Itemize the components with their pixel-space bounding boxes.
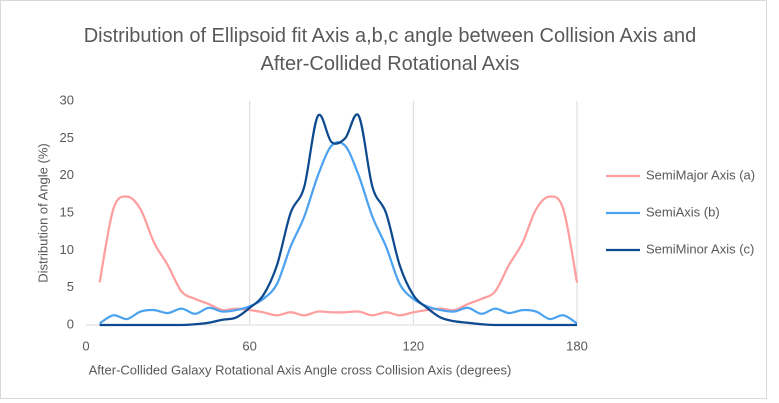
x-tick-label: 120 bbox=[402, 338, 424, 353]
y-axis-label: Distribution of Angle (%) bbox=[35, 143, 50, 282]
y-tick-label: 5 bbox=[67, 279, 74, 294]
series-line bbox=[99, 113, 577, 327]
series-line bbox=[98, 195, 579, 317]
y-tick-label: 25 bbox=[60, 130, 74, 145]
chart-border bbox=[0, 0, 767, 399]
y-tick-label: 10 bbox=[60, 242, 74, 257]
chart-title: Distribution of Ellipsoid fit Axis a,b,c… bbox=[83, 25, 697, 75]
legend-label: SemiMinor Axis (c) bbox=[646, 241, 754, 256]
x-axis-label: After-Collided Galaxy Rotational Axis An… bbox=[89, 362, 512, 377]
x-tick-label: 60 bbox=[242, 338, 256, 353]
x-tick-label: 180 bbox=[566, 338, 588, 353]
y-tick-label: 0 bbox=[67, 316, 74, 331]
y-tick-label: 30 bbox=[60, 92, 74, 107]
legend-label: SemiAxis (b) bbox=[646, 204, 720, 219]
x-tick-label: 0 bbox=[82, 338, 89, 353]
legend-label: SemiMajor Axis (a) bbox=[646, 167, 755, 182]
y-tick-label: 15 bbox=[60, 204, 74, 219]
y-tick-label: 20 bbox=[60, 167, 74, 182]
